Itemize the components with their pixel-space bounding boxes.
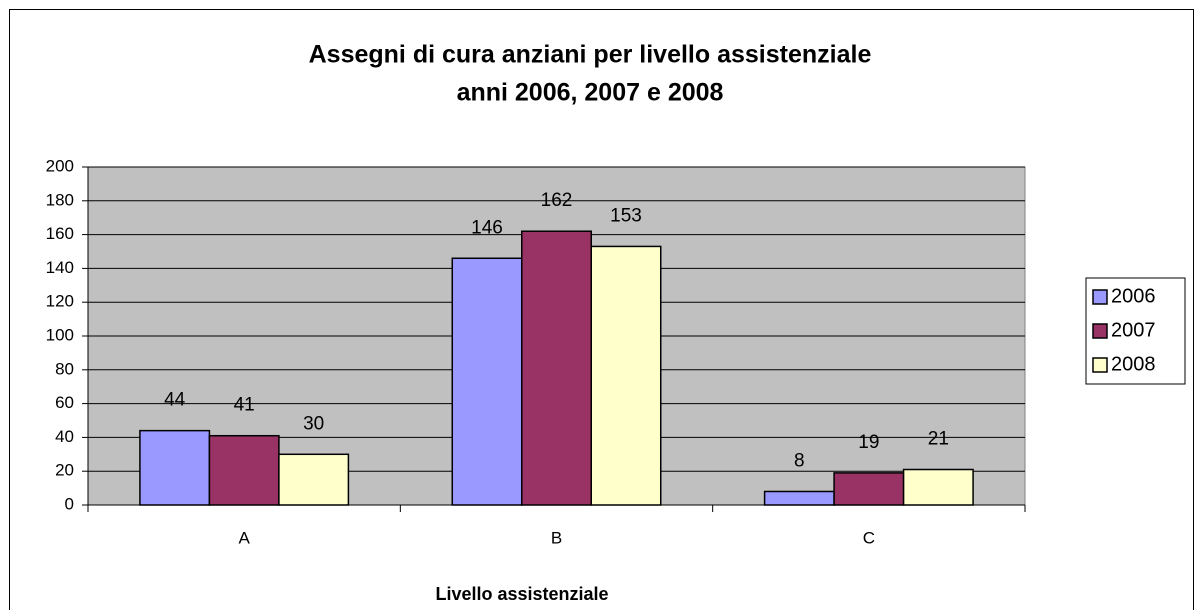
bar xyxy=(139,429,211,506)
value-label: 153 xyxy=(610,205,642,226)
y-tick-label: 160 xyxy=(46,224,74,243)
y-tick-label: 140 xyxy=(46,258,74,277)
legend-swatch xyxy=(1092,357,1108,373)
legend-label: 2006 xyxy=(1111,285,1156,307)
value-label: 30 xyxy=(303,413,324,434)
bar xyxy=(278,453,350,506)
x-axis-title: Livello assistenziale xyxy=(435,584,608,604)
legend-swatch xyxy=(1092,289,1108,305)
bar xyxy=(902,468,974,506)
value-label: 44 xyxy=(164,390,186,411)
chart-title: Assegni di cura anziani per livello assi… xyxy=(309,41,872,69)
y-tick-label: 20 xyxy=(55,461,74,480)
bar xyxy=(590,245,662,506)
y-tick-label: 180 xyxy=(46,190,74,209)
value-label: 21 xyxy=(928,429,949,450)
y-tick-label: 120 xyxy=(46,292,74,311)
value-label: 162 xyxy=(541,190,573,211)
y-tick-label: 0 xyxy=(65,494,74,513)
x-tick-label: C xyxy=(863,528,875,547)
bar xyxy=(833,472,905,506)
value-label: 146 xyxy=(471,217,503,238)
legend-swatch xyxy=(1092,323,1108,339)
bar xyxy=(208,434,280,506)
bar xyxy=(451,257,523,506)
bar xyxy=(763,490,835,506)
bar xyxy=(521,230,592,506)
x-tick-label: B xyxy=(551,528,562,547)
y-tick-label: 100 xyxy=(46,325,74,344)
value-label: 19 xyxy=(858,432,879,453)
y-tick-label: 60 xyxy=(55,393,74,412)
chart-subtitle: anni 2006, 2007 e 2008 xyxy=(457,79,724,107)
value-label: 41 xyxy=(234,395,255,416)
legend-label: 2008 xyxy=(1111,353,1156,375)
x-tick-label: A xyxy=(238,528,250,547)
value-label: 8 xyxy=(794,450,805,471)
y-tick-label: 40 xyxy=(55,427,74,446)
y-tick-label: 80 xyxy=(55,359,74,378)
legend-label: 2007 xyxy=(1111,319,1156,341)
y-tick-label: 200 xyxy=(46,156,74,175)
